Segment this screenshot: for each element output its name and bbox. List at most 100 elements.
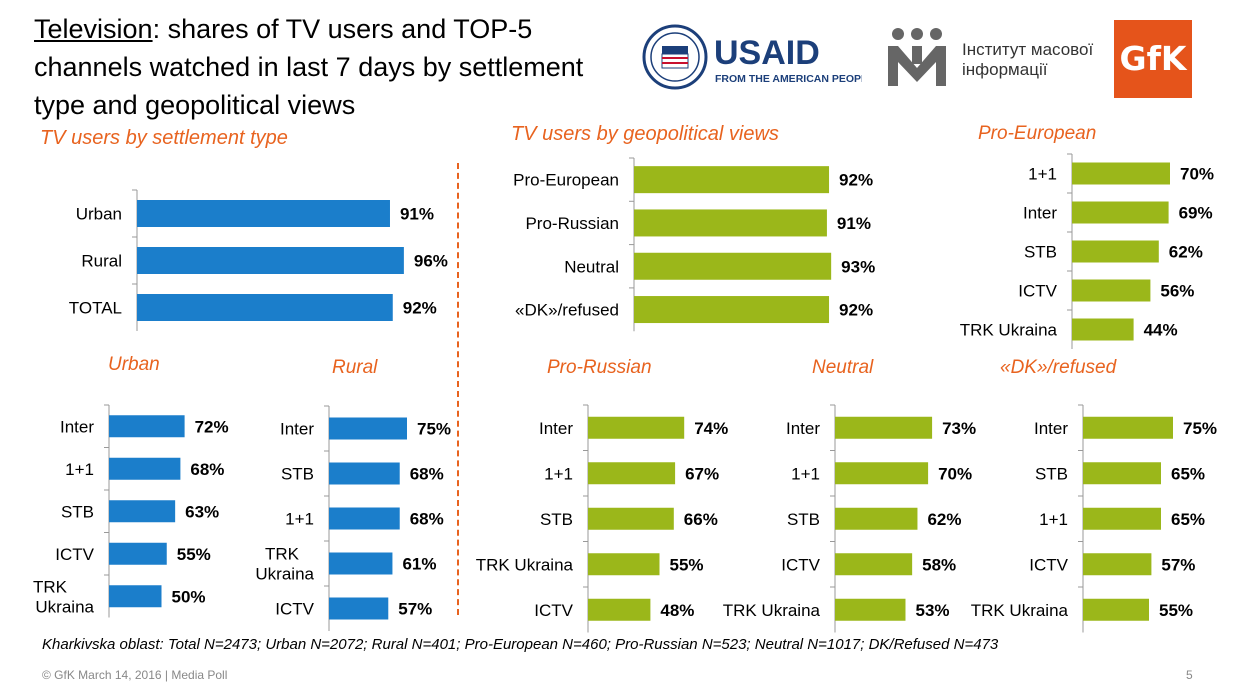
bar-neutral-0 xyxy=(835,416,933,439)
chart-title-dk-refused: «DK»/refused xyxy=(1000,357,1117,378)
gfk-wordmark: GfK xyxy=(1119,39,1187,78)
category-label-rural-2: 1+1 xyxy=(285,510,314,529)
category-label-rural-3: TRK Ukraina xyxy=(255,545,314,584)
value-label-geopolitical-2: 93% xyxy=(841,257,875,276)
value-label-urban-2: 63% xyxy=(185,502,219,521)
bar-urban-3 xyxy=(109,542,167,565)
value-label-neutral-0: 73% xyxy=(942,419,976,438)
section-divider xyxy=(457,163,459,615)
bar-urban-0 xyxy=(109,415,185,438)
category-label-dk_refused-1: STB xyxy=(1035,464,1068,483)
bar-settlement-1 xyxy=(137,247,404,274)
value-label-pro_european-1: 69% xyxy=(1179,204,1213,223)
chart-title-pro-european: Pro-European xyxy=(978,123,1097,144)
value-label-urban-0: 72% xyxy=(195,417,229,436)
category-label-pro_russian-3: TRK Ukraina xyxy=(476,555,574,574)
value-label-urban-4: 50% xyxy=(172,587,206,606)
value-label-settlement-1: 96% xyxy=(414,252,448,271)
category-label-settlement-0: Urban xyxy=(76,205,122,224)
bar-rural-3 xyxy=(329,552,393,575)
value-label-neutral-2: 62% xyxy=(927,510,961,529)
bar-rural-0 xyxy=(329,417,407,440)
imi-logo-text: Інститут масової інформації xyxy=(962,40,1093,80)
value-label-neutral-4: 53% xyxy=(915,601,949,620)
bar-settlement-0 xyxy=(137,200,390,227)
category-label-rural-4: ICTV xyxy=(275,600,314,619)
category-label-dk_refused-2: 1+1 xyxy=(1039,510,1068,529)
value-label-rural-1: 68% xyxy=(410,465,444,484)
category-label-pro_european-1: Inter xyxy=(1023,204,1057,223)
value-label-pro_russian-4: 48% xyxy=(660,601,694,620)
value-label-rural-2: 68% xyxy=(410,510,444,529)
bar-neutral-3 xyxy=(835,553,913,576)
value-label-urban-1: 68% xyxy=(190,460,224,479)
value-label-pro_european-3: 56% xyxy=(1160,282,1194,301)
value-label-geopolitical-3: 92% xyxy=(839,301,873,320)
chart-title-settlement: TV users by settlement type xyxy=(40,127,288,149)
category-label-pro_european-4: TRK Ukraina xyxy=(960,321,1058,340)
category-label-urban-1: 1+1 xyxy=(65,460,94,479)
category-label-neutral-0: Inter xyxy=(786,419,820,438)
category-label-dk_refused-4: TRK Ukraina xyxy=(971,601,1069,620)
value-label-neutral-1: 70% xyxy=(938,464,972,483)
category-label-pro_russian-1: 1+1 xyxy=(544,464,573,483)
value-label-dk_refused-0: 75% xyxy=(1183,419,1217,438)
value-label-dk_refused-4: 55% xyxy=(1159,601,1193,620)
bar-pro_russian-1 xyxy=(588,462,676,485)
category-label-rural-0: Inter xyxy=(280,420,314,439)
imi-line1: Інститут масової xyxy=(962,40,1094,59)
bar-geopolitical-2 xyxy=(634,252,832,280)
category-label-urban-2: STB xyxy=(61,502,94,521)
chart-title-geopolitical: TV users by geopolitical views xyxy=(511,123,779,145)
value-label-pro_european-2: 62% xyxy=(1169,243,1203,262)
usaid-logo: USAID FROM THE AMERICAN PEOPLE xyxy=(642,22,874,97)
bar-rural-4 xyxy=(329,597,389,620)
value-label-geopolitical-0: 92% xyxy=(839,171,873,190)
bar-pro_russian-4 xyxy=(588,598,651,621)
value-label-geopolitical-1: 91% xyxy=(837,214,871,233)
bar-urban-4 xyxy=(109,585,162,608)
usaid-wordmark: USAID xyxy=(714,34,820,72)
category-label-pro_european-0: 1+1 xyxy=(1028,165,1057,184)
page-title-rest: : shares of TV users and TOP-5 channels … xyxy=(34,14,584,120)
footer-copyright: © GfK March 14, 2016 | Media Poll xyxy=(42,668,228,682)
value-label-pro_russian-1: 67% xyxy=(685,464,719,483)
category-label-neutral-3: ICTV xyxy=(781,555,820,574)
bar-urban-2 xyxy=(109,500,176,523)
page-title: Television: shares of TV users and TOP-5… xyxy=(34,10,634,124)
bar-dk_refused-2 xyxy=(1083,507,1161,530)
bar-dk_refused-4 xyxy=(1083,598,1149,621)
chart-title-rural: Rural xyxy=(332,357,378,378)
bar-pro_russian-3 xyxy=(588,553,660,576)
category-label-dk_refused-0: Inter xyxy=(1034,419,1068,438)
category-label-pro_russian-4: ICTV xyxy=(534,601,573,620)
value-label-settlement-0: 91% xyxy=(400,205,434,224)
category-label-urban-4: TRK Ukraina xyxy=(33,577,95,616)
category-label-geopolitical-1: Pro-Russian xyxy=(525,214,619,233)
value-label-settlement-2: 92% xyxy=(403,299,437,318)
value-label-pro_russian-3: 55% xyxy=(670,555,704,574)
value-label-pro_russian-2: 66% xyxy=(684,510,718,529)
page-number: 5 xyxy=(1186,668,1193,682)
value-label-neutral-3: 58% xyxy=(922,555,956,574)
usaid-tagline: FROM THE AMERICAN PEOPLE xyxy=(715,73,862,85)
category-label-geopolitical-3: «DK»/refused xyxy=(515,301,619,320)
chart-title-urban: Urban xyxy=(108,354,160,375)
bar-pro_european-2 xyxy=(1072,240,1159,263)
bar-pro_russian-0 xyxy=(588,416,685,439)
value-label-dk_refused-1: 65% xyxy=(1171,464,1205,483)
imi-line2: інформації xyxy=(962,60,1048,79)
page-title-underlined: Television xyxy=(34,14,153,44)
bar-dk_refused-0 xyxy=(1083,416,1173,439)
bar-dk_refused-1 xyxy=(1083,462,1161,485)
bar-dk_refused-3 xyxy=(1083,553,1152,576)
value-label-pro_russian-0: 74% xyxy=(694,419,728,438)
value-label-dk_refused-2: 65% xyxy=(1171,510,1205,529)
value-label-pro_european-4: 44% xyxy=(1144,321,1178,340)
